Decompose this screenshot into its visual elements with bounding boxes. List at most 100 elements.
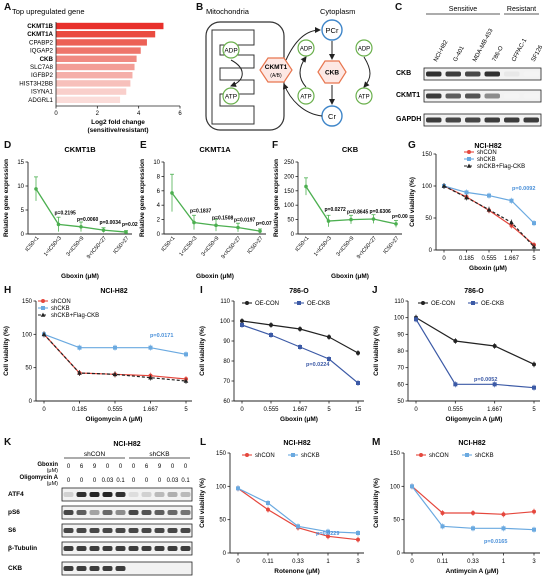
panel-a-category-label: CKMT1A <box>27 31 53 38</box>
panelD-ylabel: Relative gene expression <box>3 159 10 237</box>
panel-k-gboxin-value: 0 <box>171 464 175 470</box>
panelG-x-tick-label: 1.667 <box>504 256 520 262</box>
panelI-point <box>356 381 360 385</box>
panelJ-x-tick-label: 5 <box>532 407 536 413</box>
panel-k-blot-frame <box>61 505 193 520</box>
panelF-y-tick-label: 200 <box>284 174 295 180</box>
arrow-atp-adp-left <box>299 56 307 88</box>
panel-k-band <box>128 546 139 551</box>
panelL-point <box>356 531 360 535</box>
panel-k-band <box>154 492 165 497</box>
panel-c-cell-line-label: CFPAC-1 <box>511 37 528 63</box>
panel-m-chart: NCI-H82 0 50 100 150 0 0.11 0.33 1 3 shCON shCKB p=0… <box>373 440 540 575</box>
panel-k-band <box>154 510 165 515</box>
panelF-pvalue: p=0.0272 <box>325 207 346 213</box>
panelJ-title: 786-O <box>464 288 484 295</box>
panelF-point <box>394 222 398 226</box>
panelF-pvalue: p=0.6306 <box>370 209 391 215</box>
adp-c1-node <box>297 39 315 57</box>
panelD-title: CKMT1B <box>64 145 96 154</box>
panel-f-chart: CKB 0 50 100 150 200 250 p=0.0272 p=0.8645 p=0.63… <box>273 145 408 280</box>
panelI-x-tick-label: 0.555 <box>263 407 279 413</box>
panel-k-band <box>128 510 139 515</box>
panelL-x-tick-label: 0 <box>236 559 240 565</box>
panelJ-point <box>532 385 536 390</box>
panel-k-band <box>115 528 126 533</box>
panelF-y-tick-label: 150 <box>284 189 295 195</box>
panelF-y-tick-label: 50 <box>287 218 294 224</box>
panelI-x-tick-label: 0 <box>240 407 244 413</box>
panel-k-band <box>141 546 152 551</box>
panelJ-legend-label: OE-CKB <box>481 301 504 307</box>
panelE-point <box>236 225 240 230</box>
panel-k-band <box>180 492 191 497</box>
panel-letter-l: L <box>200 437 207 448</box>
panel-a-bar-ckmt1b <box>56 22 164 30</box>
panel-k-band <box>180 528 191 533</box>
panel-k-group-shckb: shCKB <box>149 451 169 458</box>
panelJ-y-tick-label: 50 <box>397 399 404 405</box>
panel-c-band <box>523 117 539 123</box>
panelM-legend-point <box>465 453 469 457</box>
panelE-point <box>214 223 218 228</box>
adp-c2-node <box>355 39 373 57</box>
panelM-point <box>471 511 475 515</box>
panelF-x-tick-label: 3<IC50<9 <box>335 235 355 257</box>
panel-a-x-tick-label: 4 <box>137 111 141 117</box>
panel-k-oligo-value: 0 <box>67 478 71 484</box>
panelG-xlabel: Gboxin (μM) <box>469 265 507 272</box>
panelD-y-tick-label: 0 <box>21 232 25 238</box>
panel-c-band <box>504 93 520 99</box>
panel-c-band <box>504 71 520 77</box>
panel-a-category-label: ISYNA1 <box>31 89 54 96</box>
panelE-y-tick-label: 8 <box>157 174 161 180</box>
panel-k-oligo-value: 0 <box>93 478 97 484</box>
adp-c2-text: ADP <box>358 47 370 53</box>
panelF-pvalue: p=0.0044 <box>392 214 408 220</box>
panelJ-series-line <box>415 319 535 389</box>
panel-c-band <box>445 71 461 77</box>
panel-k-gboxin-value: 0 <box>119 464 123 470</box>
panel-k-blot-frame <box>61 487 193 502</box>
panelJ-legend-point <box>471 301 475 305</box>
panel-c-band <box>484 117 500 123</box>
panelJ-ylabel: Cell viability (%) <box>373 326 380 376</box>
panel-k-band <box>89 566 100 571</box>
panel-c-band <box>465 93 481 99</box>
panelL-x-tick-label: 0.33 <box>292 559 304 565</box>
panelI-x-tick-label: 15 <box>355 407 362 413</box>
panelE-point <box>170 191 174 195</box>
panelF-point <box>349 217 353 222</box>
panelM-y-tick-label: 50 <box>393 518 400 524</box>
panel-k-band <box>167 510 178 515</box>
panel-k-oligo-value: 0.03 <box>102 478 114 484</box>
panel-a-xlabel: Log2 fold change <box>91 119 145 126</box>
panel-c-cell-line-label: MDA-MB-453 <box>472 27 495 62</box>
adp-left-node <box>222 41 240 59</box>
panelM-y-tick-label: 0 <box>397 551 401 557</box>
panel-a-bar-adgrl1 <box>56 96 121 103</box>
panelM-point <box>501 526 506 531</box>
panelE-x-tick-label: IC50<1 <box>160 235 176 253</box>
panelG-legend-label: shCKB <box>477 157 496 163</box>
panel-k-oligo-value: 0 <box>132 478 136 484</box>
panel-a-title: Top upregulated gene <box>12 7 85 16</box>
panelD-y-tick-label: 15 <box>17 160 24 166</box>
panelJ-y-tick-label: 70 <box>397 366 404 372</box>
panel-k-band <box>89 546 100 551</box>
panelD-point <box>79 225 83 229</box>
panelF-point <box>304 184 308 189</box>
panelD-x-tick-label: 9<IC50<27 <box>86 235 108 260</box>
panelH-title: NCI-H82 <box>100 288 127 295</box>
panel-k-oligo-value: 0 <box>145 478 149 484</box>
panelE-ylabel: Relative gene expression <box>139 159 146 237</box>
panelH-x-tick-label: 0 <box>42 407 46 413</box>
panel-k-band <box>141 528 152 533</box>
panelI-ylabel: Cell viability (%) <box>199 326 206 376</box>
panelE-y-tick-label: 2 <box>157 218 161 224</box>
panelI-y-tick-label: 60 <box>223 399 230 405</box>
panelI-y-tick-label: 90 <box>223 339 230 345</box>
panel-a-x-tick-label: 6 <box>178 111 182 117</box>
panel-k-oligo-value: 0.1 <box>116 478 125 484</box>
